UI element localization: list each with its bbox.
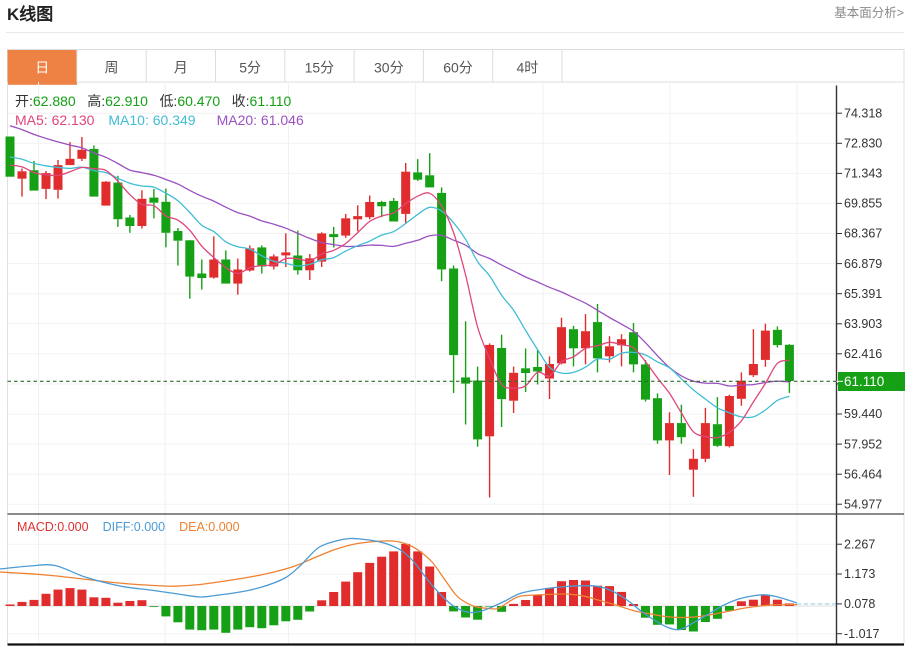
svg-text:日: 日: [35, 60, 49, 76]
svg-text:1.173: 1.173: [844, 567, 875, 581]
svg-text:基本面分析>: 基本面分析>: [834, 6, 904, 20]
svg-text:56.464: 56.464: [844, 467, 882, 481]
svg-text:2.267: 2.267: [844, 537, 875, 551]
svg-text:60分: 60分: [443, 60, 473, 76]
svg-text:57.952: 57.952: [844, 437, 882, 451]
svg-text:周: 周: [105, 60, 119, 76]
svg-text:K线图: K线图: [7, 4, 53, 24]
svg-text:65.391: 65.391: [844, 287, 882, 301]
svg-text:月: 月: [174, 60, 188, 76]
svg-text:69.855: 69.855: [844, 197, 882, 211]
svg-text:4时: 4时: [517, 60, 539, 76]
svg-text:63.903: 63.903: [844, 317, 882, 331]
svg-text:62.416: 62.416: [844, 347, 882, 361]
svg-text:72.830: 72.830: [844, 137, 882, 151]
svg-text:74.318: 74.318: [844, 106, 882, 120]
svg-text:54.977: 54.977: [844, 497, 882, 511]
svg-text:5分: 5分: [239, 60, 261, 76]
svg-text:-1.017: -1.017: [844, 627, 879, 641]
svg-text:68.367: 68.367: [844, 227, 882, 241]
svg-text:30分: 30分: [374, 60, 404, 76]
svg-text:59.440: 59.440: [844, 407, 882, 421]
svg-text:66.879: 66.879: [844, 257, 882, 271]
svg-text:15分: 15分: [305, 60, 335, 76]
svg-text:71.343: 71.343: [844, 167, 882, 181]
svg-text:61.110: 61.110: [844, 374, 884, 389]
svg-text:0.078: 0.078: [844, 597, 875, 611]
